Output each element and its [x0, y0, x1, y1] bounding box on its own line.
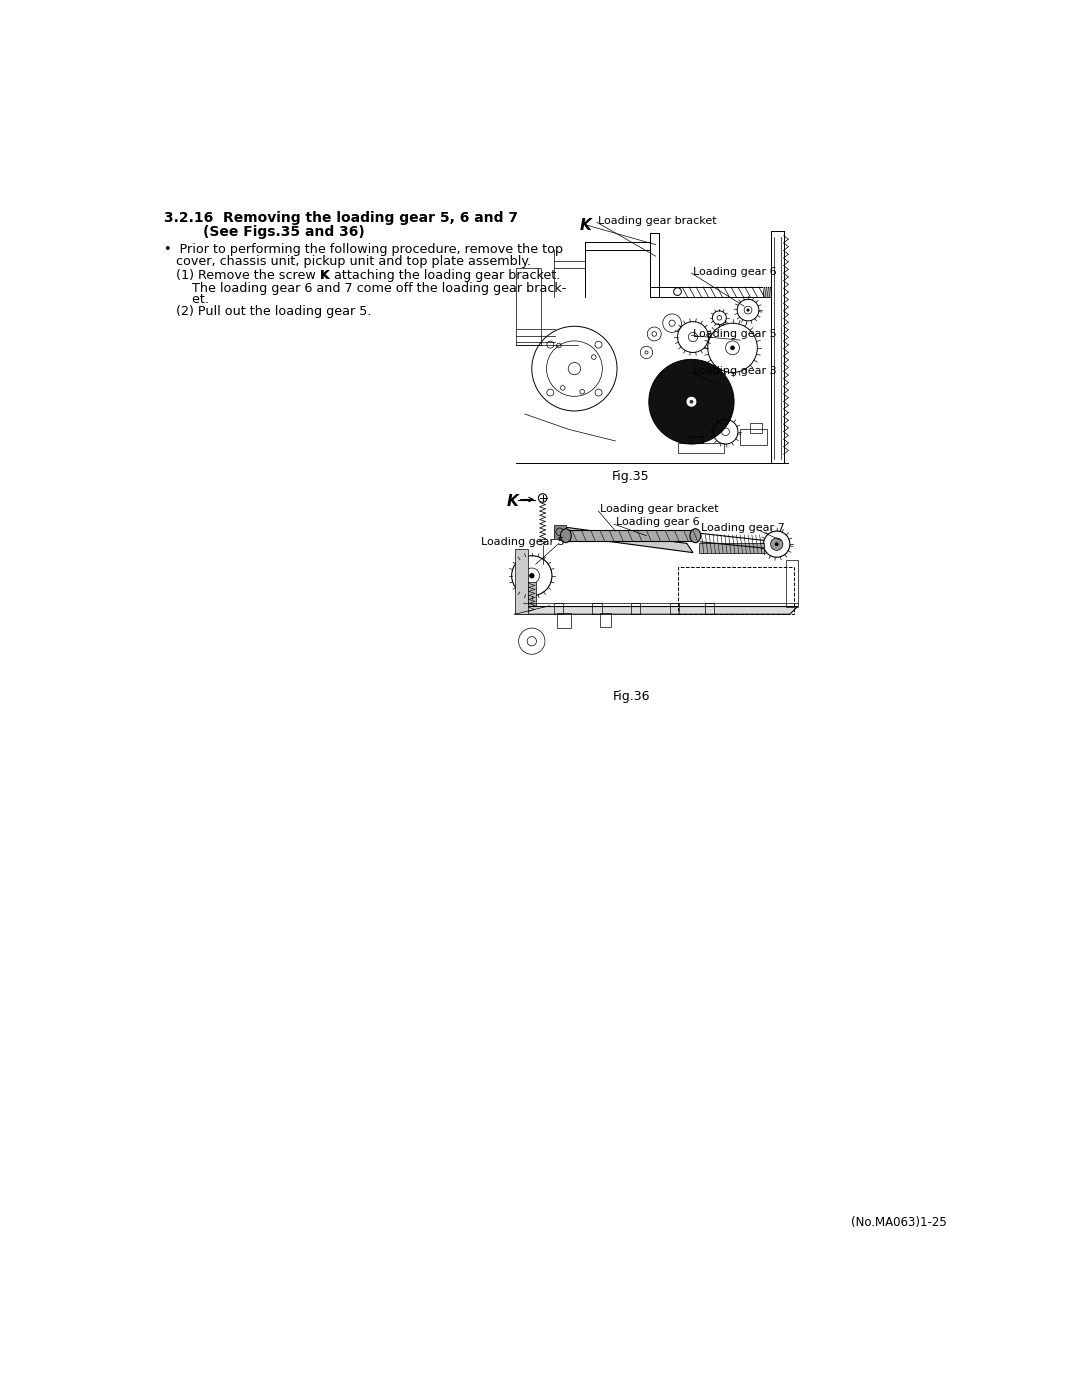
Bar — [677, 567, 794, 615]
Text: (See Figs.35 and 36): (See Figs.35 and 36) — [164, 225, 365, 239]
Bar — [670, 604, 679, 615]
Bar — [592, 604, 602, 615]
Circle shape — [730, 345, 734, 351]
Polygon shape — [554, 525, 566, 539]
Text: Loading gear 6: Loading gear 6 — [616, 517, 699, 527]
Bar — [528, 583, 536, 610]
Ellipse shape — [690, 529, 701, 542]
Text: The loading gear 6 and 7 come off the loading gear brack-: The loading gear 6 and 7 come off the lo… — [164, 282, 567, 295]
Circle shape — [774, 542, 779, 546]
Text: •  Prior to performing the following procedure, remove the top: • Prior to performing the following proc… — [164, 243, 564, 256]
Bar — [689, 436, 703, 443]
Text: (1) Remove the screw: (1) Remove the screw — [164, 270, 320, 282]
Bar — [750, 422, 762, 433]
Polygon shape — [559, 527, 693, 553]
Circle shape — [686, 397, 697, 407]
Text: K: K — [320, 270, 330, 282]
Text: (2) Pull out the loading gear 5.: (2) Pull out the loading gear 5. — [164, 305, 372, 317]
Text: attaching the loading gear bracket.: attaching the loading gear bracket. — [330, 270, 561, 282]
Text: Loading gear 6: Loading gear 6 — [693, 267, 777, 277]
Bar — [631, 604, 640, 615]
Text: Fig.35: Fig.35 — [612, 471, 650, 483]
Text: Loading gear 3: Loading gear 3 — [693, 366, 777, 376]
Text: Loading gear bracket: Loading gear bracket — [600, 504, 718, 514]
Bar — [762, 286, 771, 298]
Text: et.: et. — [164, 293, 210, 306]
Text: Loading gear 7: Loading gear 7 — [701, 524, 784, 534]
Polygon shape — [515, 606, 798, 615]
Text: Loading gear 5: Loading gear 5 — [693, 330, 777, 339]
Text: Loading gear 5: Loading gear 5 — [482, 538, 565, 548]
Bar — [677, 443, 724, 453]
Text: (No.MA063)1-25: (No.MA063)1-25 — [851, 1215, 947, 1229]
Circle shape — [770, 538, 783, 550]
Circle shape — [689, 400, 693, 404]
Circle shape — [746, 309, 750, 312]
Bar — [516, 268, 541, 345]
Circle shape — [529, 573, 535, 578]
Text: cover, chassis unit, pickup unit and top plate assembly.: cover, chassis unit, pickup unit and top… — [164, 256, 531, 268]
Ellipse shape — [561, 529, 571, 542]
Circle shape — [649, 359, 734, 444]
Bar — [740, 429, 767, 444]
Text: K: K — [320, 270, 330, 282]
Text: Loading gear bracket: Loading gear bracket — [598, 217, 717, 226]
Text: K: K — [507, 495, 518, 509]
Bar — [600, 613, 611, 627]
Bar — [554, 604, 563, 615]
Text: 3.2.16  Removing the loading gear 5, 6 and 7: 3.2.16 Removing the loading gear 5, 6 an… — [164, 211, 518, 225]
Bar — [566, 531, 696, 541]
Text: Fig.36: Fig.36 — [612, 690, 650, 703]
Bar — [704, 604, 714, 615]
Bar — [699, 542, 764, 553]
Polygon shape — [515, 549, 528, 615]
Bar — [557, 613, 571, 629]
Text: K: K — [580, 218, 592, 233]
